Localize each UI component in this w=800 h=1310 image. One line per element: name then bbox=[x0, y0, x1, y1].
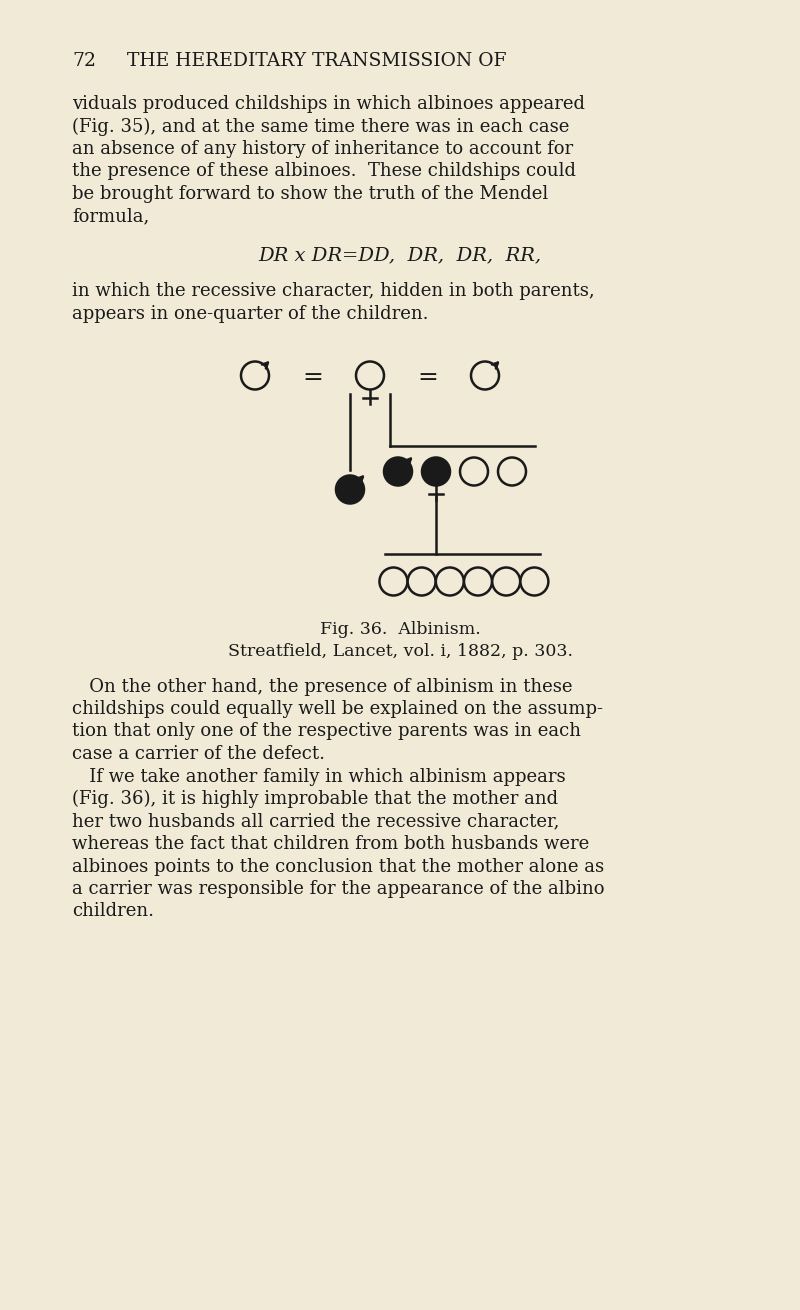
Text: Fig. 36.  Albinism.: Fig. 36. Albinism. bbox=[320, 621, 480, 638]
Circle shape bbox=[471, 362, 499, 389]
Circle shape bbox=[498, 457, 526, 486]
Text: appears in one-quarter of the children.: appears in one-quarter of the children. bbox=[72, 305, 429, 324]
Text: a carrier was responsible for the appearance of the albino: a carrier was responsible for the appear… bbox=[72, 880, 605, 897]
Text: albinoes points to the conclusion that the mother alone as: albinoes points to the conclusion that t… bbox=[72, 858, 604, 875]
Text: case a carrier of the defect.: case a carrier of the defect. bbox=[72, 745, 325, 762]
Circle shape bbox=[464, 567, 492, 596]
Circle shape bbox=[460, 457, 488, 486]
Circle shape bbox=[356, 362, 384, 389]
Text: the presence of these albinoes.  These childships could: the presence of these albinoes. These ch… bbox=[72, 162, 576, 181]
Text: (Fig. 35), and at the same time there was in each case: (Fig. 35), and at the same time there wa… bbox=[72, 118, 570, 136]
Text: DR x DR=DD,  DR,  DR,  RR,: DR x DR=DD, DR, DR, RR, bbox=[258, 246, 542, 265]
Text: THE HEREDITARY TRANSMISSION OF: THE HEREDITARY TRANSMISSION OF bbox=[127, 52, 506, 69]
Text: whereas the fact that children from both husbands were: whereas the fact that children from both… bbox=[72, 834, 590, 853]
Circle shape bbox=[336, 476, 364, 503]
Text: =: = bbox=[417, 365, 438, 389]
Text: an absence of any history of inheritance to account for: an absence of any history of inheritance… bbox=[72, 140, 573, 159]
Circle shape bbox=[384, 457, 412, 486]
Circle shape bbox=[520, 567, 548, 596]
Text: childships could equally well be explained on the assump-: childships could equally well be explain… bbox=[72, 700, 603, 718]
Text: Streatfield, Lancet, vol. i, 1882, p. 303.: Streatfield, Lancet, vol. i, 1882, p. 30… bbox=[227, 643, 573, 660]
Text: viduals produced childships in which albinoes appeared: viduals produced childships in which alb… bbox=[72, 96, 585, 113]
Text: be brought forward to show the truth of the Mendel: be brought forward to show the truth of … bbox=[72, 185, 548, 203]
Text: If we take another family in which albinism appears: If we take another family in which albin… bbox=[72, 768, 566, 786]
Circle shape bbox=[492, 567, 520, 596]
Circle shape bbox=[241, 362, 269, 389]
Text: =: = bbox=[302, 365, 323, 389]
Text: children.: children. bbox=[72, 903, 154, 921]
Text: in which the recessive character, hidden in both parents,: in which the recessive character, hidden… bbox=[72, 283, 594, 300]
Circle shape bbox=[379, 567, 407, 596]
Text: tion that only one of the respective parents was in each: tion that only one of the respective par… bbox=[72, 723, 581, 740]
Text: her two husbands all carried the recessive character,: her two husbands all carried the recessi… bbox=[72, 812, 559, 831]
Text: 72: 72 bbox=[72, 52, 96, 69]
Circle shape bbox=[408, 567, 436, 596]
Text: formula,: formula, bbox=[72, 207, 150, 225]
Circle shape bbox=[422, 457, 450, 486]
Circle shape bbox=[436, 567, 464, 596]
Text: On the other hand, the presence of albinism in these: On the other hand, the presence of albin… bbox=[72, 677, 573, 696]
Text: (Fig. 36), it is highly improbable that the mother and: (Fig. 36), it is highly improbable that … bbox=[72, 790, 558, 808]
